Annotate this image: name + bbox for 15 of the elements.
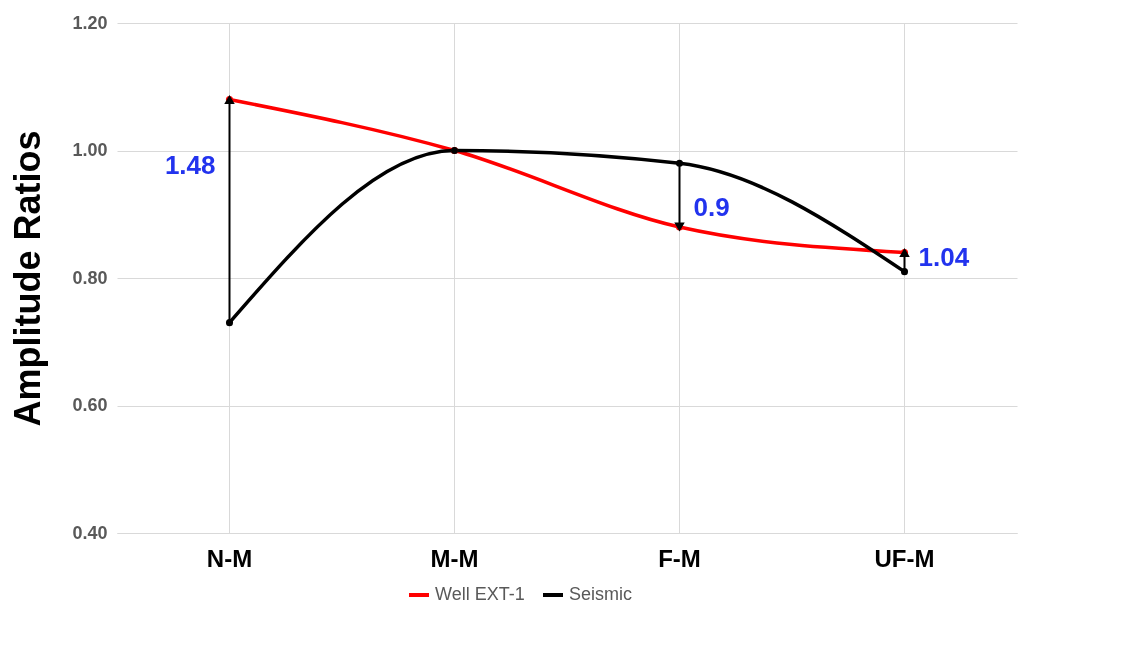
x-tick-label: UF-M <box>874 544 935 572</box>
annotation: 1.48 <box>164 150 216 181</box>
y-axis-title: Amplitude Ratios <box>7 130 49 427</box>
annotation: 1.04 <box>918 242 970 273</box>
y-tick-label: 0.60 <box>72 395 108 415</box>
y-tick-label: 1.20 <box>72 12 108 33</box>
y-tick-label: 0.40 <box>72 522 108 543</box>
y-tick-label: 0.80 <box>72 267 108 288</box>
legend-label: Seismic <box>569 584 633 604</box>
x-tick-label: F-M <box>658 544 701 572</box>
y-tick-label: 1.00 <box>72 140 108 160</box>
x-tick-label: M-M <box>430 544 479 572</box>
x-tick-label: N-M <box>206 544 253 572</box>
legend-label: Well EXT-1 <box>435 584 525 604</box>
annotation: 0.9 <box>693 191 730 222</box>
